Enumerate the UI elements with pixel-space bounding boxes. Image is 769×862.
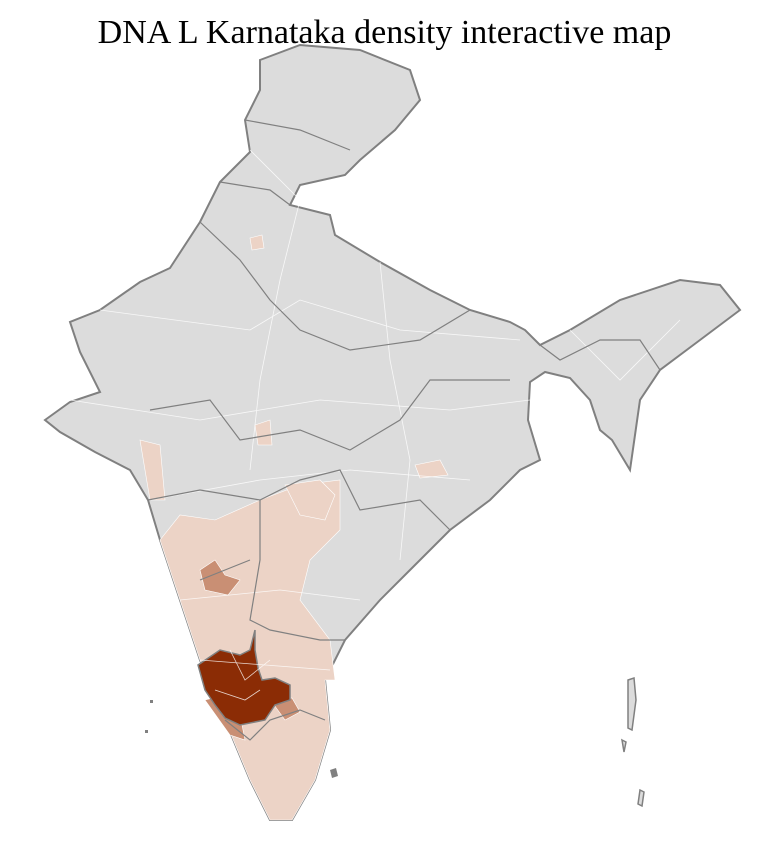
islands — [145, 676, 645, 808]
lakshadweep-islands[interactable] — [145, 700, 153, 733]
region-low-density-east[interactable] — [414, 459, 449, 479]
region-low-density-delhi[interactable] — [249, 234, 265, 251]
region-low-density-central[interactable] — [284, 479, 336, 521]
andaman-islands[interactable] — [621, 676, 645, 808]
region-low-density-gujarat[interactable] — [139, 439, 166, 501]
sri-lanka-adjacent-island[interactable] — [330, 768, 338, 778]
map-title: DNA L Karnataka density interactive map — [97, 14, 672, 51]
region-low-density-mp[interactable] — [254, 419, 273, 446]
state-borders — [147, 119, 661, 741]
region-medium-density-north-karnataka[interactable] — [199, 559, 241, 596]
